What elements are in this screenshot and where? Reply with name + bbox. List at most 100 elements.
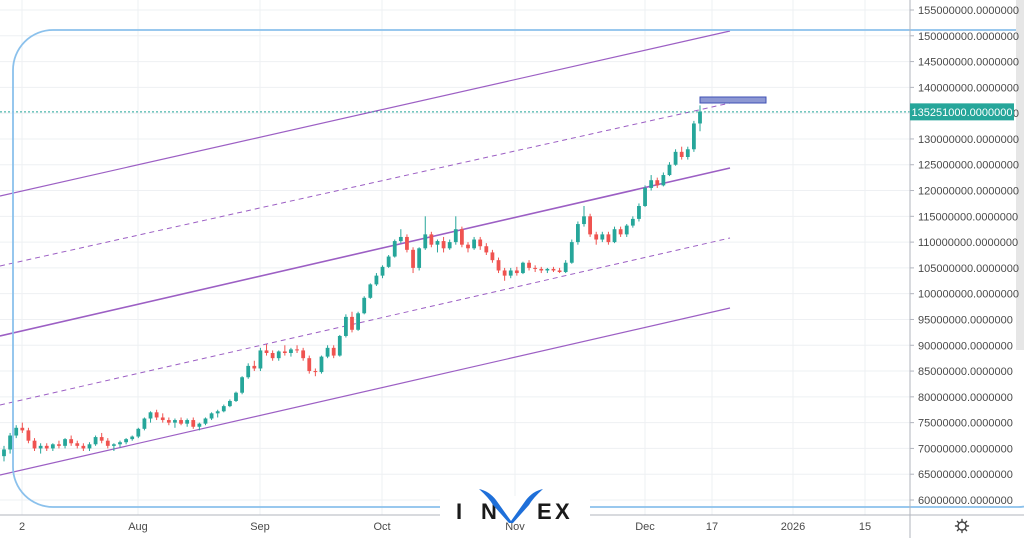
candle-body (38, 445, 43, 449)
candle-body (423, 234, 428, 249)
candle-body (148, 412, 153, 419)
candle-body (81, 445, 86, 449)
channel-line[interactable] (0, 237, 731, 406)
channel-line[interactable] (0, 30, 731, 197)
axis-corner (911, 516, 1024, 538)
candle-body (234, 392, 238, 401)
candle-body (380, 266, 385, 276)
candle-body (179, 420, 183, 424)
candle-body (551, 268, 556, 271)
candle-body (569, 242, 574, 263)
candle-body (557, 270, 562, 273)
candle-body (582, 216, 586, 225)
candle-body (215, 411, 220, 414)
candle-body (197, 423, 202, 427)
candle-body (368, 284, 373, 298)
candle-body (203, 418, 208, 424)
rectangle-annotation[interactable] (699, 96, 767, 104)
candle-body (527, 262, 531, 268)
candle-body (643, 187, 647, 206)
candle-body (618, 229, 623, 235)
y-tick-label: 85000000.0000000 (918, 366, 1013, 378)
y-tick-label: 110000000.0000000 (918, 237, 1018, 249)
candle-body (398, 236, 403, 242)
candle-body (258, 350, 263, 369)
candle-body (32, 440, 37, 449)
svg-text:I: I (456, 499, 464, 524)
candle-body (392, 241, 397, 257)
y-tick-label: 60000000.0000000 (918, 495, 1013, 507)
candle-body (411, 249, 415, 268)
candle-body (539, 268, 544, 271)
candle-body (521, 262, 525, 274)
candle-body (228, 400, 232, 407)
candle-body (99, 437, 104, 441)
candle-body (698, 111, 702, 124)
candle-body (313, 371, 318, 373)
candle-body (405, 236, 409, 250)
candle-body (679, 151, 684, 157)
candle-body (289, 349, 293, 353)
candle-body (661, 175, 666, 186)
candle-body (655, 180, 660, 186)
candle-body (612, 229, 617, 243)
candle-body (118, 442, 122, 445)
candle-body (600, 234, 605, 240)
candle-body (160, 417, 165, 421)
y-tick-label: 145000000.0000000 (918, 57, 1019, 69)
channel-line[interactable] (0, 167, 731, 337)
candle-body (2, 449, 6, 457)
candle-body (630, 218, 635, 226)
candle-body (301, 350, 306, 359)
scrollbar-thumb[interactable] (1016, 0, 1024, 350)
y-tick-label: 70000000.0000000 (918, 443, 1013, 455)
x-tick-label: Nov (505, 521, 525, 533)
candle-body (576, 224, 580, 243)
channel-line[interactable] (0, 307, 731, 476)
current-price-text: 135251000.0000000 (912, 107, 1013, 119)
y-tick-label: 90000000.0000000 (918, 340, 1013, 352)
candle-body (130, 436, 135, 440)
grid (0, 0, 910, 515)
candle-body (270, 353, 275, 359)
candle-body (307, 358, 312, 372)
candle-body (93, 437, 98, 445)
candle-body (112, 444, 116, 446)
candle-body (624, 225, 629, 235)
x-tick-label: 15 (859, 521, 871, 533)
candle-body (374, 275, 379, 285)
candle-body (337, 335, 342, 356)
candle-body (453, 229, 458, 243)
candle-body (331, 347, 336, 356)
candle-body (490, 252, 495, 261)
candle-body (692, 123, 696, 150)
channel-line[interactable] (0, 102, 731, 267)
candle-body (142, 418, 147, 429)
candle-body (282, 351, 287, 353)
candle-body (502, 270, 507, 276)
svg-text:X: X (555, 499, 572, 524)
candle-body (460, 229, 464, 245)
x-tick-label: Sep (250, 521, 270, 533)
regression-channel[interactable] (0, 30, 731, 476)
settings-gear-icon[interactable] (954, 518, 970, 534)
y-tick-label: 115000000.0000000 (918, 211, 1018, 223)
y-tick-label: 155000000.0000000 (918, 5, 1019, 17)
candle-body (87, 444, 92, 449)
candle-body (649, 180, 654, 188)
candle-body (606, 234, 611, 243)
x-axis-ticks: 2 Aug Sep Oct Nov Dec 17 2026 15 (19, 521, 871, 533)
candle-body (63, 439, 67, 446)
candle-body (667, 164, 672, 176)
candle-body (105, 440, 110, 446)
y-tick-label: 100000000.0000000 (918, 289, 1019, 301)
invex-logo: I N E X (440, 489, 590, 524)
y-tick-label: 80000000.0000000 (918, 392, 1013, 404)
candle-body (166, 420, 171, 423)
candle-body (637, 206, 641, 219)
candle-body (350, 316, 354, 330)
candle-body (75, 443, 80, 446)
candle-body (508, 270, 513, 276)
candle-body (545, 268, 550, 271)
